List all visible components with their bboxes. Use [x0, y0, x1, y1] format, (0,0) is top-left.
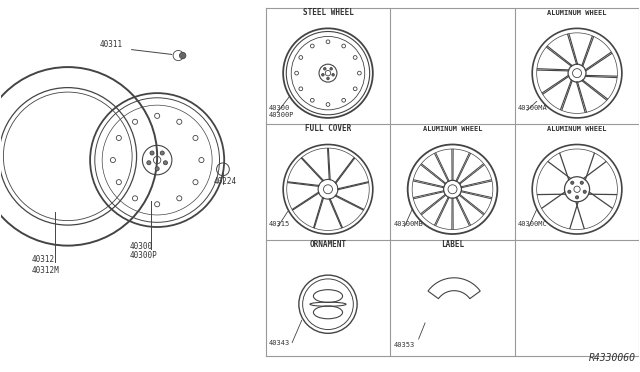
Ellipse shape	[330, 68, 332, 70]
Text: ALUMINUM WHEEL: ALUMINUM WHEEL	[547, 10, 607, 16]
Text: 40343: 40343	[269, 340, 290, 346]
Text: 40312: 40312	[31, 255, 54, 264]
Text: FULL COVER: FULL COVER	[305, 124, 351, 133]
Text: 40224: 40224	[213, 177, 236, 186]
Ellipse shape	[147, 161, 151, 165]
Text: 40311: 40311	[100, 40, 123, 49]
Text: R4330060: R4330060	[589, 353, 636, 363]
Ellipse shape	[163, 161, 168, 165]
Text: ALUMINUM WHEEL: ALUMINUM WHEEL	[547, 126, 607, 132]
Text: 40300P: 40300P	[130, 251, 157, 260]
Text: 40312M: 40312M	[31, 266, 59, 275]
Text: ALUMINUM WHEEL: ALUMINUM WHEEL	[423, 126, 483, 132]
Ellipse shape	[580, 181, 583, 184]
Text: 40300P: 40300P	[269, 112, 294, 118]
Text: 40300: 40300	[130, 242, 153, 251]
Text: ORNAMENT: ORNAMENT	[310, 240, 346, 249]
Ellipse shape	[150, 151, 154, 155]
Ellipse shape	[568, 190, 571, 193]
Text: 40300: 40300	[269, 105, 290, 111]
Text: STEEL WHEEL: STEEL WHEEL	[303, 8, 353, 17]
Text: 40300MA: 40300MA	[518, 105, 548, 111]
Ellipse shape	[571, 181, 574, 184]
Ellipse shape	[327, 77, 329, 80]
Text: 40353: 40353	[394, 342, 415, 348]
Ellipse shape	[575, 196, 579, 199]
Ellipse shape	[324, 68, 326, 70]
Ellipse shape	[583, 190, 586, 193]
Text: 40315: 40315	[269, 221, 290, 227]
Text: 40300MC: 40300MC	[518, 221, 548, 227]
Text: LABEL: LABEL	[441, 240, 464, 249]
Ellipse shape	[160, 151, 164, 155]
Ellipse shape	[155, 167, 159, 171]
Text: 40300MB: 40300MB	[394, 221, 423, 227]
Ellipse shape	[179, 52, 186, 59]
Ellipse shape	[332, 74, 334, 76]
Ellipse shape	[322, 74, 324, 76]
